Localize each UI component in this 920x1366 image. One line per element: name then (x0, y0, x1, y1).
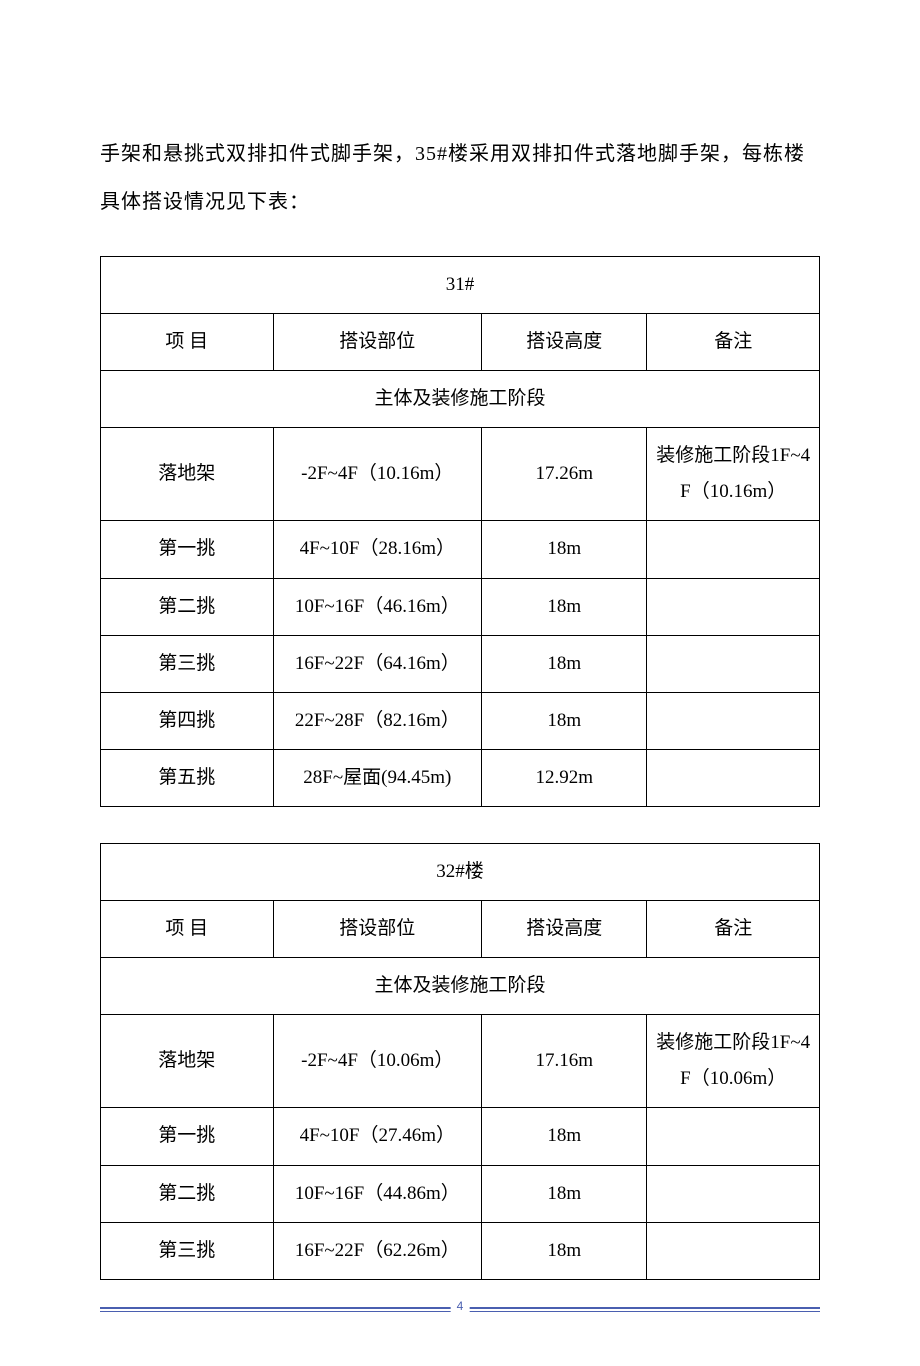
table-row: 项 目 搭设部位 搭设高度 备注 (101, 314, 820, 371)
page-number: 4 (451, 1299, 470, 1313)
cell (647, 521, 820, 578)
cell (647, 578, 820, 635)
cell: 18m (482, 578, 647, 635)
table-title: 31# (101, 257, 820, 314)
col-header: 搭设高度 (482, 901, 647, 958)
table-row: 第五挑 28F~屋面(94.45m) 12.92m (101, 749, 820, 806)
cell: 16F~22F（64.16m） (273, 635, 482, 692)
cell: 10F~16F（44.86m） (273, 1165, 482, 1222)
cell: -2F~4F（10.06m） (273, 1015, 482, 1108)
cell: 18m (482, 692, 647, 749)
cell: 12.92m (482, 749, 647, 806)
cell: 第一挑 (101, 1108, 274, 1165)
cell: 装修施工阶段1F~4F（10.16m） (647, 428, 820, 521)
cell: 10F~16F（46.16m） (273, 578, 482, 635)
cell: 落地架 (101, 428, 274, 521)
section-header: 主体及装修施工阶段 (101, 371, 820, 428)
document-page: 手架和悬挑式双排扣件式脚手架，35#楼采用双排扣件式落地脚手架，每栋楼具体搭设情… (0, 0, 920, 1366)
table-row: 第四挑 22F~28F（82.16m） 18m (101, 692, 820, 749)
cell (647, 749, 820, 806)
intro-paragraph: 手架和悬挑式双排扣件式脚手架，35#楼采用双排扣件式落地脚手架，每栋楼具体搭设情… (100, 130, 820, 226)
section-header: 主体及装修施工阶段 (101, 958, 820, 1015)
table-title: 32#楼 (101, 843, 820, 900)
table-row: 落地架 -2F~4F（10.16m） 17.26m 装修施工阶段1F~4F（10… (101, 428, 820, 521)
table-row: 32#楼 (101, 843, 820, 900)
cell: 第二挑 (101, 1165, 274, 1222)
cell: 4F~10F（27.46m） (273, 1108, 482, 1165)
cell: 装修施工阶段1F~4F（10.06m） (647, 1015, 820, 1108)
table-31: 31# 项 目 搭设部位 搭设高度 备注 主体及装修施工阶段 落地架 -2F~4… (100, 256, 820, 807)
col-header: 搭设部位 (273, 314, 482, 371)
table-row: 第二挑 10F~16F（44.86m） 18m (101, 1165, 820, 1222)
table-row: 主体及装修施工阶段 (101, 371, 820, 428)
col-header: 备注 (647, 314, 820, 371)
col-header: 项 目 (101, 901, 274, 958)
table-row: 第三挑 16F~22F（64.16m） 18m (101, 635, 820, 692)
col-header: 项 目 (101, 314, 274, 371)
cell: 第五挑 (101, 749, 274, 806)
cell: 18m (482, 1165, 647, 1222)
table-row: 第二挑 10F~16F（46.16m） 18m (101, 578, 820, 635)
cell: 18m (482, 1222, 647, 1279)
cell: 18m (482, 635, 647, 692)
cell: 17.16m (482, 1015, 647, 1108)
cell: 第一挑 (101, 521, 274, 578)
table-row: 项 目 搭设部位 搭设高度 备注 (101, 901, 820, 958)
cell (647, 1222, 820, 1279)
col-header: 搭设部位 (273, 901, 482, 958)
cell: 第三挑 (101, 635, 274, 692)
table-row: 主体及装修施工阶段 (101, 958, 820, 1015)
cell (647, 635, 820, 692)
cell: 第三挑 (101, 1222, 274, 1279)
cell (647, 1165, 820, 1222)
cell: 第二挑 (101, 578, 274, 635)
cell (647, 692, 820, 749)
table-row: 31# (101, 257, 820, 314)
col-header: 搭设高度 (482, 314, 647, 371)
cell: -2F~4F（10.16m） (273, 428, 482, 521)
cell: 4F~10F（28.16m） (273, 521, 482, 578)
col-header: 备注 (647, 901, 820, 958)
cell (647, 1108, 820, 1165)
table-row: 第一挑 4F~10F（27.46m） 18m (101, 1108, 820, 1165)
cell: 17.26m (482, 428, 647, 521)
table-row: 落地架 -2F~4F（10.06m） 17.16m 装修施工阶段1F~4F（10… (101, 1015, 820, 1108)
table-row: 第三挑 16F~22F（62.26m） 18m (101, 1222, 820, 1279)
cell: 22F~28F（82.16m） (273, 692, 482, 749)
table-32: 32#楼 项 目 搭设部位 搭设高度 备注 主体及装修施工阶段 落地架 -2F~… (100, 843, 820, 1280)
cell: 18m (482, 1108, 647, 1165)
cell: 落地架 (101, 1015, 274, 1108)
page-footer: 4 (100, 1307, 820, 1314)
cell: 18m (482, 521, 647, 578)
cell: 16F~22F（62.26m） (273, 1222, 482, 1279)
table-row: 第一挑 4F~10F（28.16m） 18m (101, 521, 820, 578)
cell: 第四挑 (101, 692, 274, 749)
cell: 28F~屋面(94.45m) (273, 749, 482, 806)
